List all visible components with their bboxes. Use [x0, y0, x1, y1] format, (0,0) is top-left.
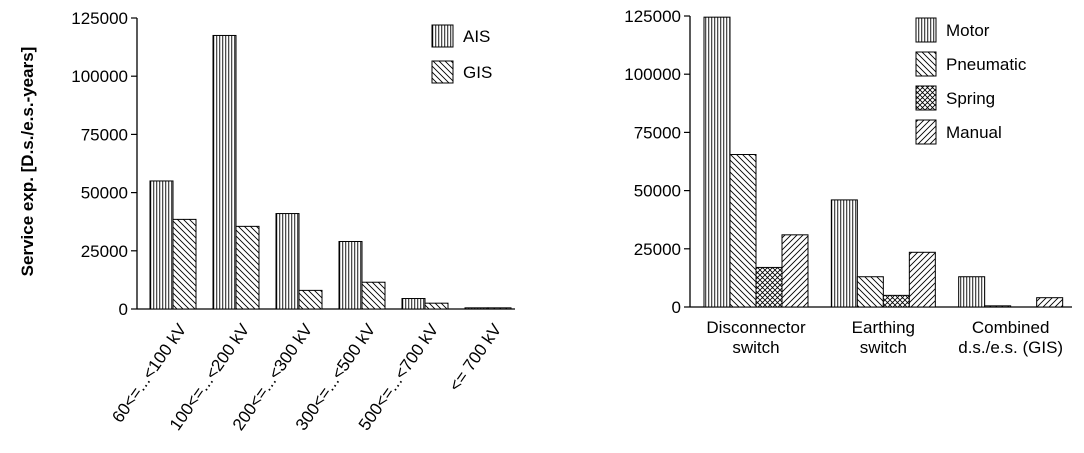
- bar-manual: [908, 251, 936, 308]
- bar-ais: [275, 213, 300, 310]
- y-tick-label: 50000: [634, 182, 681, 201]
- legend-label-pneumatic: Pneumatic: [946, 55, 1027, 74]
- bar-motor: [830, 199, 858, 308]
- bar-gis: [235, 225, 260, 310]
- legend-label-spring: Spring: [946, 89, 995, 108]
- bar-pneumatic: [856, 276, 884, 308]
- bar-ais: [464, 307, 489, 310]
- bar-motor: [958, 276, 986, 308]
- y-tick-label: 75000: [81, 125, 128, 144]
- bar-manual: [1036, 297, 1064, 308]
- x-tick-label: switch: [732, 338, 779, 357]
- bar-ais: [338, 240, 363, 310]
- legend-swatch-pneumatic: [915, 51, 937, 77]
- bar-ais: [401, 298, 426, 310]
- legend-swatch-spring: [915, 85, 937, 111]
- bar-gis: [172, 218, 197, 310]
- legend-label-motor: Motor: [946, 21, 990, 40]
- y-tick-label: 125000: [624, 7, 681, 26]
- legend-label-manual: Manual: [946, 123, 1002, 142]
- y-tick-label: 100000: [624, 65, 681, 84]
- y-tick-label: 75000: [634, 123, 681, 142]
- y-tick-label: 0: [119, 300, 128, 319]
- bar-gis: [298, 289, 323, 310]
- bar-spring: [882, 294, 910, 308]
- bar-manual: [781, 234, 809, 308]
- x-tick-label: Earthing: [852, 318, 915, 337]
- bar-motor: [703, 16, 731, 308]
- y-axis-label: Service exp. [D.s./e.s.-years]: [18, 47, 37, 277]
- y-tick-label: 100000: [71, 67, 128, 86]
- bar-pneumatic: [984, 305, 1012, 308]
- legend-swatch-ais: [431, 24, 454, 48]
- legend-swatch-motor: [915, 17, 937, 43]
- y-tick-label: 0: [672, 298, 681, 317]
- x-tick-label: <= 700 kV: [445, 320, 505, 395]
- x-tick-label: Disconnector: [706, 318, 806, 337]
- legend-label-ais: AIS: [463, 27, 490, 46]
- y-tick-label: 25000: [81, 242, 128, 261]
- x-tick-label: Combined: [972, 318, 1050, 337]
- left-chart: 0 25000 50000 75000 100000 125000 Service exp.…: [18, 9, 515, 434]
- right-chart: 0 25000 50000 75000 100000 125000 Disconnector…: [624, 7, 1072, 357]
- bar-gis: [361, 281, 386, 310]
- y-tick-label: 125000: [71, 9, 128, 28]
- bar-ais: [149, 180, 174, 310]
- bar-gis: [424, 302, 449, 310]
- y-tick-label: 50000: [81, 184, 128, 203]
- legend-swatch-manual: [915, 119, 937, 145]
- legend-swatch-gis: [431, 60, 454, 84]
- bar-ais: [212, 34, 237, 310]
- bar-gis: [487, 307, 512, 310]
- y-tick-label: 25000: [634, 240, 681, 259]
- x-tick-label: d.s./e.s. (GIS): [958, 338, 1063, 357]
- legend-label-gis: GIS: [463, 63, 492, 82]
- bar-pneumatic: [729, 154, 757, 308]
- bar-spring: [755, 266, 783, 308]
- x-tick-label: switch: [860, 338, 907, 357]
